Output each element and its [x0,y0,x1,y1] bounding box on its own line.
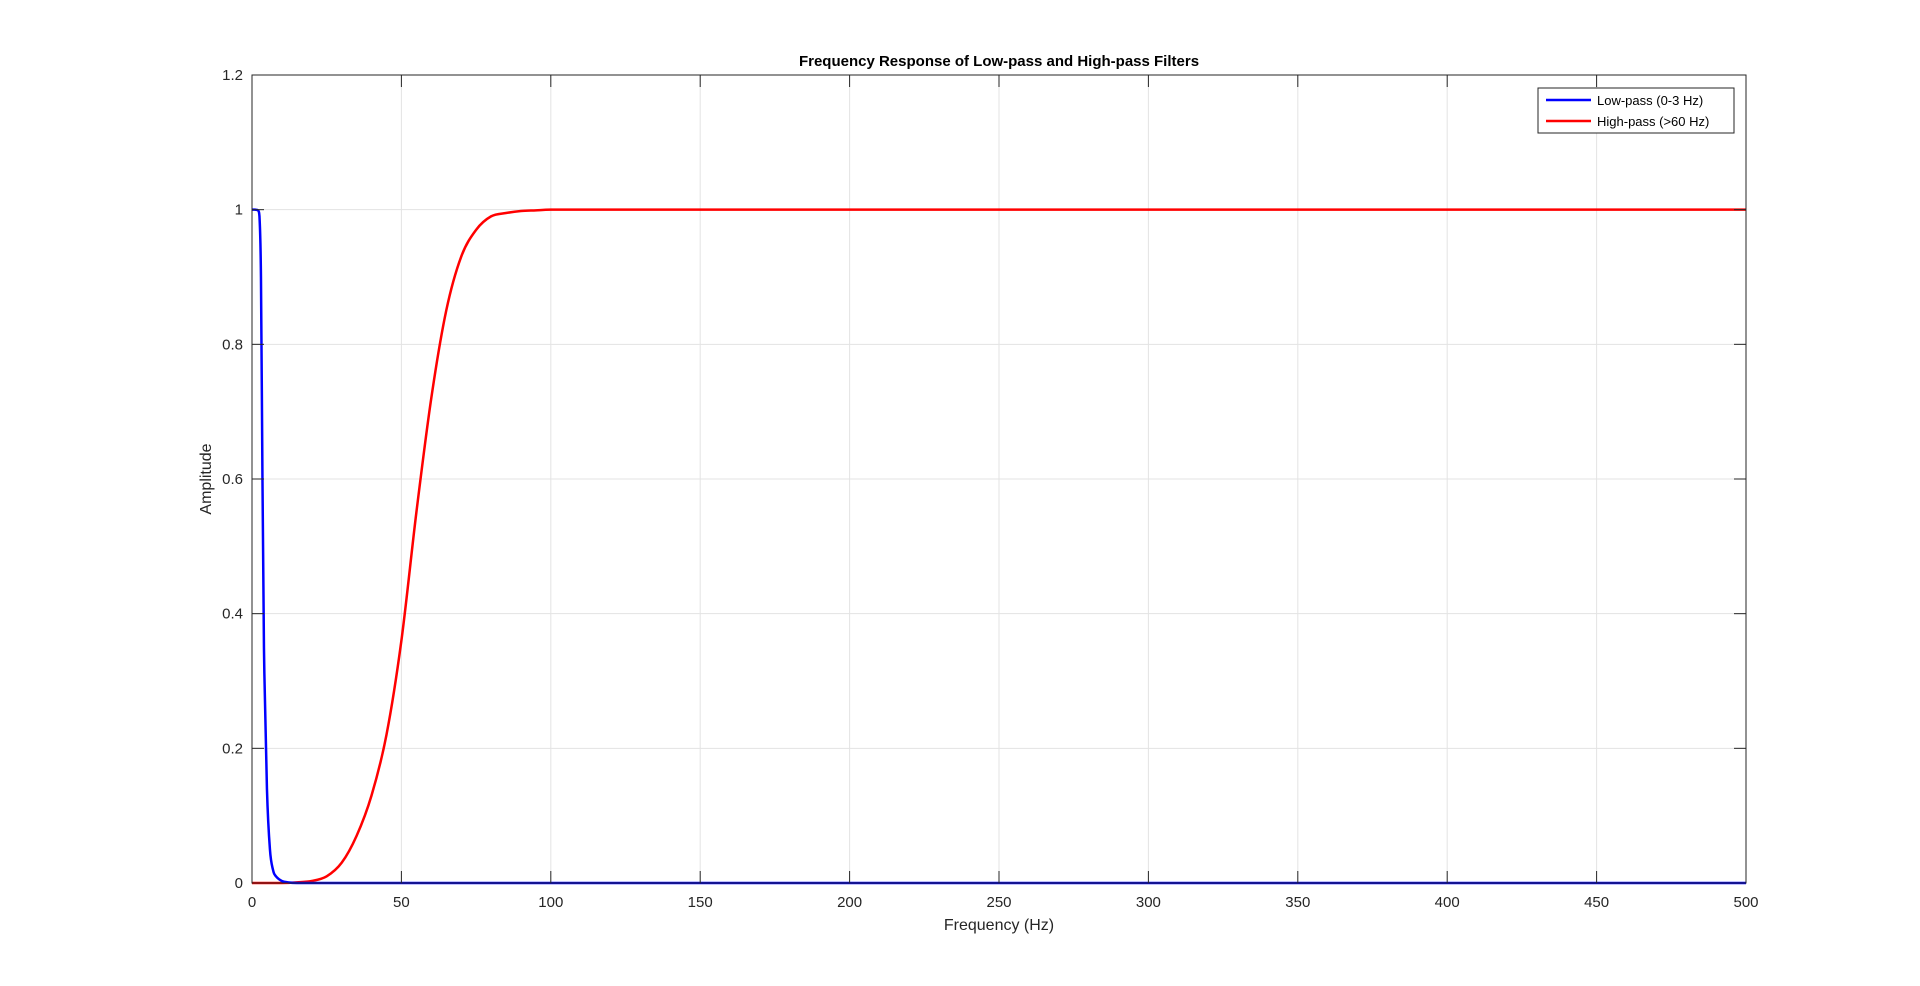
y-axis-label: Amplitude [198,443,215,514]
x-tick-labels: 0 50 100 150 200 250 300 350 400 450 500 [248,894,1759,911]
x-tick-label: 300 [1136,894,1161,911]
x-tick-label: 0 [248,894,256,911]
chart-title: Frequency Response of Low-pass and High-… [799,53,1199,70]
series-line-high-pass [252,208,1746,885]
legend-label-high-pass: High-pass (>60 Hz) [1597,114,1709,129]
y-tick-label: 0.6 [222,471,243,488]
x-tick-label: 50 [393,894,410,911]
legend: Low-pass (0-3 Hz) High-pass (>60 Hz) [1537,87,1735,134]
y-tick-label: 0 [235,875,243,892]
legend-box [1537,87,1735,134]
tick-marks [251,74,1747,884]
legend-label-low-pass: Low-pass (0-3 Hz) [1597,93,1703,108]
y-tick-label: 1.2 [222,67,243,84]
x-tick-label: 250 [986,894,1011,911]
x-axis-label: Frequency (Hz) [944,917,1054,934]
x-tick-label: 350 [1285,894,1310,911]
x-tick-label: 200 [837,894,862,911]
y-tick-label: 1 [235,202,243,219]
x-tick-label: 500 [1733,894,1758,911]
y-tick-label: 0.4 [222,606,243,623]
x-tick-label: 450 [1584,894,1609,911]
y-tick-labels: 0 0.2 0.4 0.6 0.8 1 1.2 [222,67,243,892]
x-tick-label: 100 [538,894,563,911]
y-tick-label: 0.2 [222,740,243,757]
y-tick-label: 0.8 [222,336,243,353]
x-tick-label: 150 [688,894,713,911]
x-tick-label: 400 [1435,894,1460,911]
